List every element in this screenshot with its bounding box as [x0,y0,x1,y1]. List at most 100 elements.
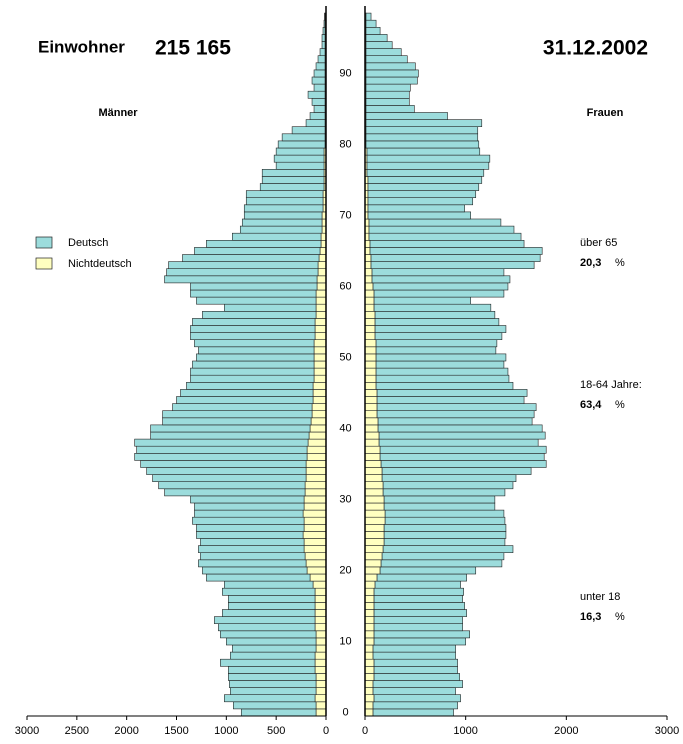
bar [364,680,374,688]
bar [228,673,317,681]
bar [364,665,375,674]
bar [190,282,318,291]
bar [304,488,327,497]
x-tick-label: 1000 [214,725,238,737]
bar [259,183,325,191]
bar [375,346,497,355]
bar [152,474,307,483]
bar [380,559,503,568]
bar [364,658,375,667]
bar [136,445,308,454]
bar [321,41,326,49]
bar [372,644,456,653]
bar [365,98,410,106]
bar [367,197,474,206]
bar [200,538,305,546]
bar [261,176,325,184]
bar [198,545,305,553]
bar [314,609,327,617]
bar [317,261,327,270]
bar [162,410,313,419]
bar [306,452,327,461]
x-tick-label: 0 [323,725,329,737]
bar [364,275,373,284]
bar [375,374,510,383]
bar [140,460,307,468]
bar [364,445,381,454]
bar [365,34,388,42]
bar [240,708,317,717]
y-tick-label: 20 [339,564,351,576]
bar [314,616,327,624]
bar [364,538,385,546]
bar [190,325,316,333]
bar [364,261,372,270]
bar [364,254,372,262]
bar [317,55,326,64]
bar [243,211,323,220]
bar [371,268,505,277]
bar [309,424,327,433]
women-label: Frauen [587,107,624,119]
bar [364,545,384,553]
bar [314,658,327,667]
bar [232,644,317,653]
bar [364,303,375,312]
bar [308,431,327,440]
bar [364,424,379,433]
bar [365,90,410,99]
chart-title: Einwohner [38,37,125,56]
bar [366,154,491,163]
bar [230,651,316,660]
bar [168,261,319,270]
bar [229,680,317,688]
bar [364,474,383,483]
bar [303,502,327,511]
bar [365,140,480,149]
bar [245,197,324,206]
bar [315,630,327,639]
bar [314,694,327,703]
bar [313,83,326,92]
bar [164,488,306,497]
bar [364,687,374,695]
bar [375,367,509,376]
bar [365,26,381,35]
bar [312,389,327,397]
bar [315,310,327,319]
bar [364,616,375,624]
bar [375,353,507,362]
bar [370,261,535,270]
bar [381,552,505,561]
bar [376,573,467,582]
bar [366,147,481,156]
bar [364,339,377,348]
bar [364,410,378,419]
x-tick-label: 1500 [164,725,188,737]
bar [232,232,322,241]
bar [315,673,327,681]
bar [368,225,515,234]
bar [364,623,375,632]
bar [314,651,327,660]
bar [364,310,376,319]
x-tick-label: 3000 [15,725,39,737]
bar [176,396,314,404]
bar [315,62,326,71]
bar [277,140,326,149]
bar [302,531,327,539]
bar [312,580,327,589]
bar [365,62,416,71]
annotation-text: 18-64 Jahre: [580,379,642,391]
bar [367,176,483,184]
bar [172,403,313,412]
bar [305,559,327,568]
bar [190,367,315,376]
bar [379,445,547,454]
bar [243,204,324,213]
x-tick-label: 0 [362,725,368,737]
bar [371,275,511,284]
bar [381,467,532,475]
bar [367,190,477,199]
